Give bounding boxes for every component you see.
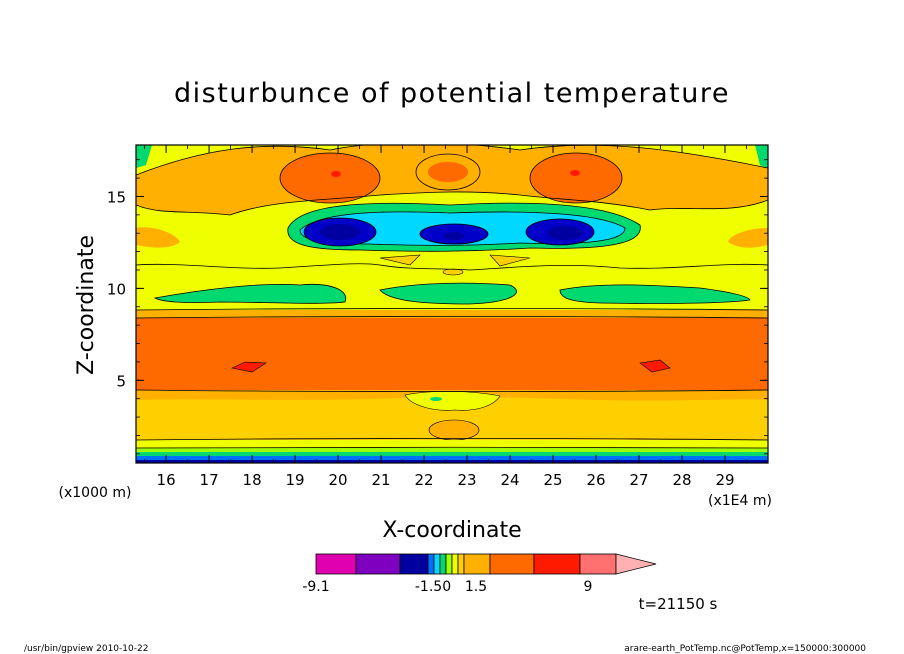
y-unit-label: (x1000 m) [59, 485, 132, 501]
x-tick-label: 20 [329, 471, 348, 489]
warm-ellipse-center [428, 162, 468, 182]
green-band-left [153, 283, 347, 304]
corner-green-left [136, 145, 152, 168]
warm-core-left [331, 171, 341, 177]
colorbar-label-neg: -1.50 [415, 579, 451, 595]
colorbar-segment [315, 553, 357, 575]
warm-spot-left [231, 361, 267, 373]
colorbar-arrow [615, 553, 657, 575]
x-tick-label: 27 [629, 471, 648, 489]
colorbar-segment [451, 553, 459, 575]
colorbar-segment [355, 553, 401, 575]
chart-title: disturbunce of potential temperature [174, 78, 730, 109]
x-tick-label: 23 [458, 471, 477, 489]
cold-core-center [444, 232, 464, 240]
x-unit-label: (x1E4 m) [708, 493, 772, 509]
surface-blue-band [136, 456, 768, 463]
colorbar-segment [533, 553, 581, 575]
x-tick-label: 18 [243, 471, 262, 489]
colorbar-label-max: 9 [584, 579, 593, 595]
colorbar-segment [439, 553, 447, 575]
small-patch-b [489, 254, 531, 267]
small-patch-c [442, 268, 464, 276]
x-ticks: 16 17 18 19 20 21 22 23 24 25 26 27 28 29 [144, 145, 769, 489]
x-tick-label: 26 [586, 471, 605, 489]
green-band-right [559, 284, 751, 304]
x-tick-label: 24 [500, 471, 519, 489]
warm-core-right [570, 170, 580, 176]
plot-area [136, 145, 768, 463]
cold-core-right [547, 226, 583, 240]
colorbar-segment [463, 553, 491, 575]
plot-frame [135, 144, 769, 464]
footer-left: /usr/bin/gpview 2010-10-22 [24, 644, 148, 654]
x-tick-label: 16 [157, 471, 176, 489]
colorbar-label-pos: 1.5 [465, 579, 487, 595]
x-tick-label: 28 [672, 471, 691, 489]
y-tick-label: 10 [107, 280, 126, 298]
cold-core-left [320, 224, 360, 240]
x-tick-label: 29 [715, 471, 734, 489]
x-tick-label: 21 [372, 471, 391, 489]
contour-lines [136, 145, 768, 449]
surface-navy-band [136, 460, 768, 463]
lower-green-spot [430, 397, 442, 401]
colorbar-segment [457, 553, 465, 575]
x-tick-label: 22 [415, 471, 434, 489]
colorbar-segment [579, 553, 617, 575]
warm-spot-right [639, 359, 671, 373]
x-tick-label: 25 [543, 471, 562, 489]
y-tick-label: 5 [116, 372, 126, 390]
corner-green-right [755, 145, 768, 168]
side-patch-right [728, 228, 768, 248]
y-tick-label: 15 [107, 188, 126, 206]
colorbar-segment [445, 553, 453, 575]
colorbar [315, 553, 657, 575]
warm-ellipse-left [280, 153, 380, 203]
colorbar-segment [427, 553, 435, 575]
green-band-center [379, 282, 517, 305]
y-ticks: 5 10 15 [107, 159, 768, 455]
footer-right: arare-earth_PotTemp.nc@PotTemp,x=150000:… [624, 644, 866, 654]
x-tick-label: 17 [200, 471, 219, 489]
middle-warm-layer [136, 318, 768, 390]
colorbar-segment [399, 553, 429, 575]
lower-orange-blob [428, 419, 480, 441]
x-axis-label: X-coordinate [382, 518, 521, 543]
colorbar-segment [433, 553, 441, 575]
x-tick-label: 19 [286, 471, 305, 489]
warm-ellipse-right [530, 153, 622, 203]
y-axis-label: Z-coordinate [74, 235, 99, 375]
small-patch-a [379, 254, 421, 266]
side-patch-left [136, 227, 180, 248]
colorbar-label-min: -9.1 [302, 579, 329, 595]
colorbar-segment [489, 553, 535, 575]
time-label: t=21150 s [639, 595, 718, 613]
